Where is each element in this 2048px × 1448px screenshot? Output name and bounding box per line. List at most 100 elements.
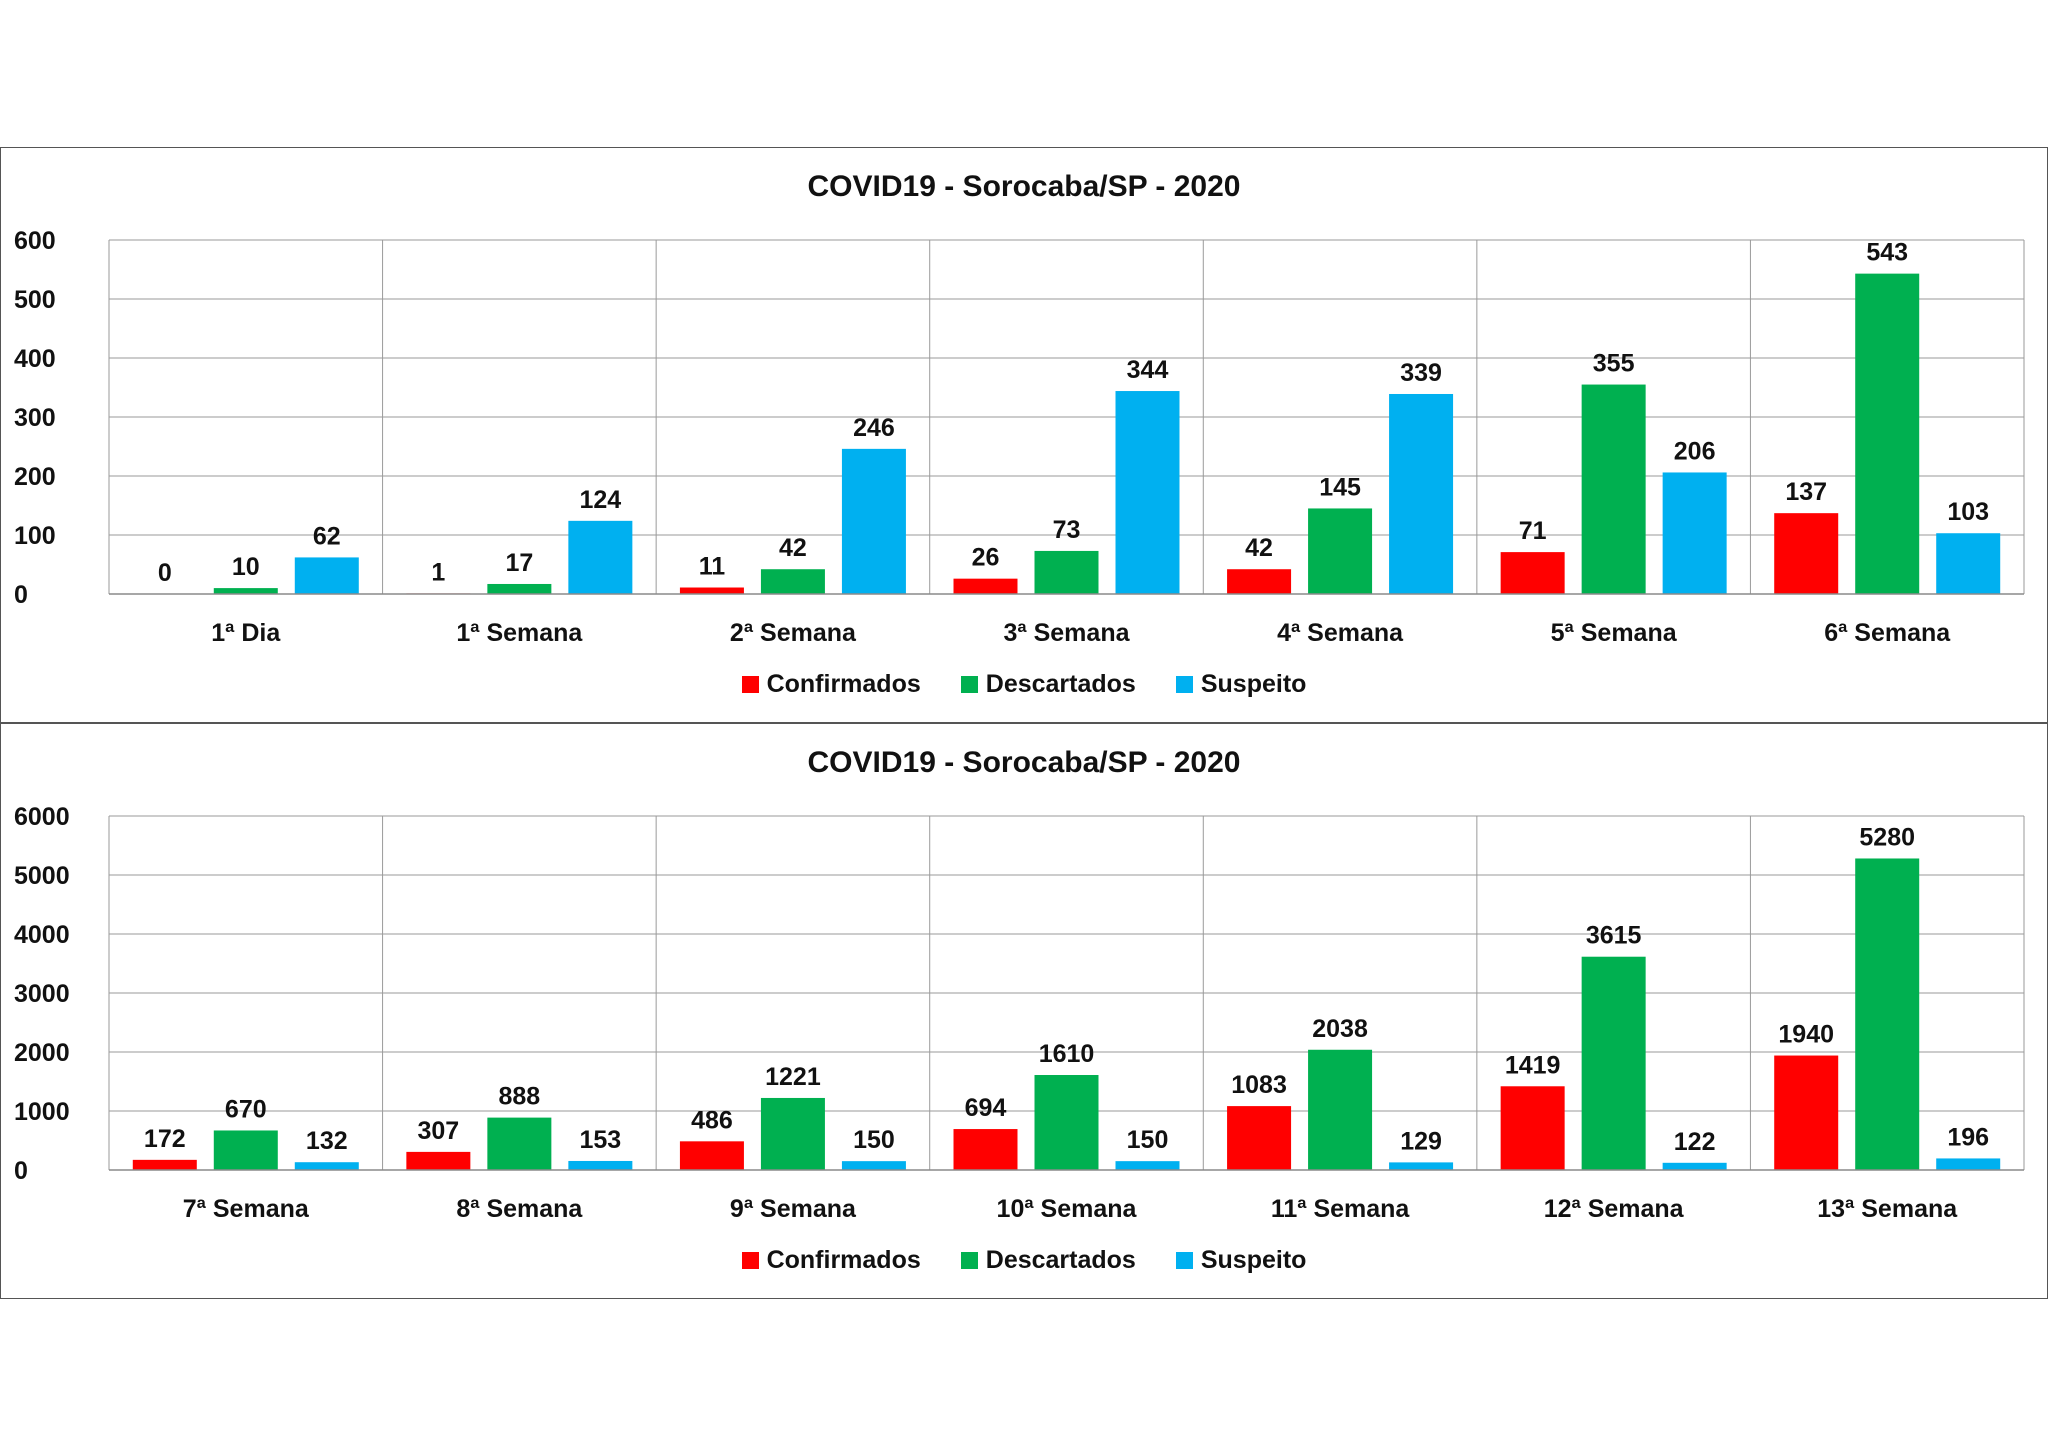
bar-descartados: [1581, 956, 1646, 1170]
bar-descartados: [1855, 858, 1920, 1170]
data-label: 73: [1053, 516, 1081, 544]
bar-descartados: [213, 588, 278, 594]
data-label: 5280: [1859, 823, 1915, 851]
legend-swatch-suspeito: [1175, 676, 1193, 693]
legend-label: Descartados: [985, 1246, 1136, 1274]
data-label: 122: [1674, 1128, 1716, 1156]
data-label: 3615: [1586, 922, 1642, 950]
bar-descartados: [1034, 550, 1099, 594]
legend-swatch-descartados: [960, 1252, 978, 1269]
y-tick-label: 5000: [14, 862, 70, 890]
data-label: 42: [779, 534, 807, 562]
bar-confirmados: [132, 1159, 197, 1170]
legend-item-confirmados: Confirmados: [741, 1246, 921, 1275]
x-category-label: 5ª Semana: [1551, 619, 1678, 647]
x-category-label: 3ª Semana: [1004, 619, 1131, 647]
y-tick-label: 1000: [14, 1098, 70, 1126]
data-label: 129: [1400, 1127, 1442, 1155]
y-tick-label: 6000: [14, 803, 70, 831]
y-tick-label: 200: [14, 463, 56, 491]
bar-suspeito: [294, 557, 359, 594]
x-category-label: 6ª Semana: [1824, 619, 1951, 647]
y-tick-label: 400: [14, 345, 56, 373]
bar-suspeito: [1662, 472, 1727, 594]
data-label: 150: [853, 1126, 895, 1154]
x-category-label: 9ª Semana: [730, 1195, 857, 1223]
bar-chart-top: 0 100 200 300 400 500 600 0 10 62 1ª Dia 1 17 124 1ª S…: [14, 227, 2025, 647]
y-tick-label: 2000: [14, 1039, 70, 1067]
bar-suspeito: [1115, 391, 1180, 594]
legend-label: Descartados: [985, 670, 1136, 698]
data-label: 543: [1866, 239, 1908, 267]
bar-descartados: [760, 569, 825, 594]
bar-suspeito: [568, 1160, 633, 1170]
bar-descartados: [213, 1130, 278, 1170]
bar-descartados: [487, 1117, 552, 1170]
bar-confirmados: [1774, 1055, 1839, 1170]
bar-confirmados: [1774, 513, 1839, 594]
y-tick-label: 100: [14, 522, 56, 550]
x-category-label: 7ª Semana: [183, 1195, 310, 1223]
legend-swatch-descartados: [960, 676, 978, 693]
bar-suspeito: [1662, 1162, 1727, 1170]
bar-descartados: [1581, 384, 1646, 594]
bar-descartados: [1034, 1075, 1099, 1170]
data-label: 694: [965, 1094, 1007, 1122]
data-label: 17: [505, 549, 533, 577]
legend-label: Suspeito: [1200, 1246, 1307, 1274]
bar-confirmados: [1227, 569, 1292, 594]
bar-confirmados: [679, 587, 744, 594]
bar-chart-bottom: 0 1000 2000 3000 4000 5000 6000 172 670 132 7ª Sem…: [14, 803, 2025, 1223]
bar-confirmados: [679, 1141, 744, 1170]
legend-swatch-suspeito: [1175, 1252, 1193, 1269]
bar-confirmados: [1500, 1086, 1565, 1170]
data-label: 11: [699, 553, 726, 581]
bar-suspeito: [1115, 1161, 1180, 1170]
data-label: 1419: [1505, 1051, 1561, 1079]
y-tick-label: 500: [14, 286, 56, 314]
y-tick-label: 600: [14, 227, 56, 255]
data-label: 172: [144, 1125, 186, 1153]
bar-descartados: [1308, 1049, 1373, 1170]
bar-suspeito: [568, 520, 633, 594]
y-tick-label: 3000: [14, 980, 70, 1008]
x-category-label: 1ª Semana: [456, 619, 583, 647]
data-label: 1610: [1039, 1040, 1095, 1068]
legend-item-suspeito: Suspeito: [1175, 1246, 1307, 1275]
y-tick-label: 0: [14, 1157, 28, 1185]
bar-suspeito: [294, 1162, 359, 1170]
data-label: 10: [232, 553, 260, 581]
legend: Confirmados Descartados Suspeito: [1, 670, 2047, 699]
data-label: 339: [1400, 359, 1442, 387]
x-category-label: 2ª Semana: [730, 619, 857, 647]
legend-label: Confirmados: [766, 670, 921, 698]
data-label: 145: [1319, 473, 1361, 501]
legend-item-suspeito: Suspeito: [1175, 670, 1307, 699]
y-tick-label: 300: [14, 404, 56, 432]
bar-confirmados: [406, 1151, 471, 1170]
data-label: 124: [579, 486, 621, 514]
bar-confirmados: [1500, 552, 1565, 594]
bar-suspeito: [1389, 1162, 1454, 1170]
data-label: 150: [1127, 1126, 1169, 1154]
data-label: 307: [417, 1117, 459, 1145]
x-category-label: 13ª Semana: [1817, 1195, 1958, 1223]
y-tick-label: 0: [14, 581, 28, 609]
legend-label: Suspeito: [1200, 670, 1307, 698]
bar-suspeito: [1389, 393, 1454, 594]
bar-suspeito: [841, 1161, 906, 1170]
bar-confirmados: [1227, 1106, 1292, 1170]
legend-item-descartados: Descartados: [960, 670, 1136, 699]
bar-descartados: [1855, 273, 1920, 594]
data-label: 246: [853, 414, 895, 442]
chart-panel-bottom: COVID19 - Sorocaba/SP - 2020 0 1000 2000 30…: [0, 723, 2048, 1299]
data-label: 1221: [765, 1063, 821, 1091]
data-label: 196: [1947, 1123, 1989, 1151]
data-label: 26: [972, 544, 1000, 572]
data-label: 1940: [1778, 1021, 1834, 1049]
x-category-label: 8ª Semana: [456, 1195, 583, 1223]
data-label: 0: [158, 559, 172, 587]
data-label: 670: [225, 1095, 267, 1123]
x-category-label: 4ª Semana: [1277, 619, 1404, 647]
chart-title: COVID19 - Sorocaba/SP - 2020: [807, 170, 1241, 203]
